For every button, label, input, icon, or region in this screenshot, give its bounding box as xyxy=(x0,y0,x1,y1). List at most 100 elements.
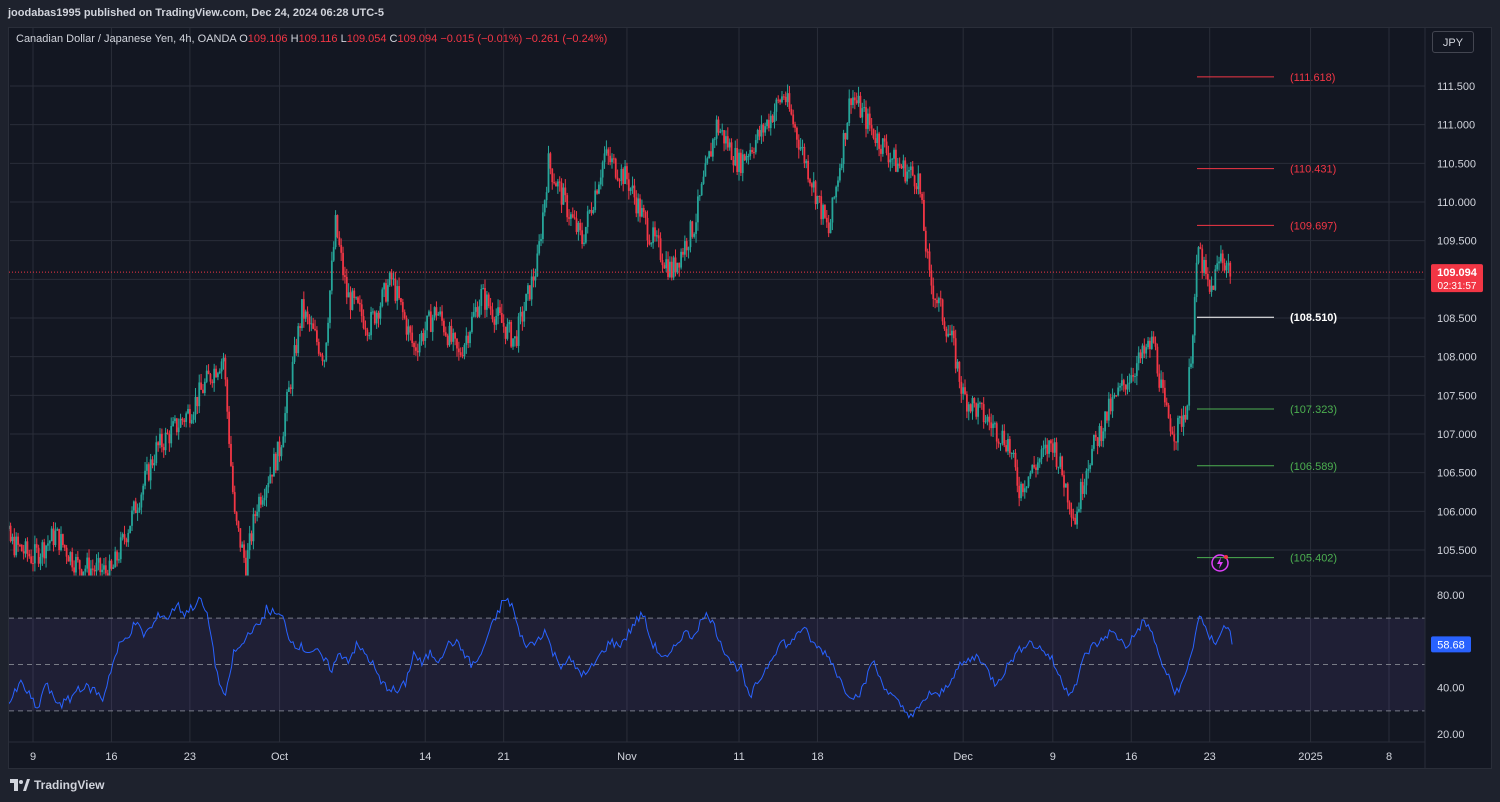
candle-body xyxy=(344,275,346,277)
candle-body xyxy=(245,557,247,576)
candle-body xyxy=(155,442,158,464)
candle-body xyxy=(1083,485,1086,494)
candle-body xyxy=(398,286,400,299)
candle-body xyxy=(76,556,79,561)
candle-body xyxy=(751,149,753,153)
time-tick-label: Dec xyxy=(953,751,973,763)
candle-body xyxy=(528,285,531,300)
candle-body xyxy=(902,160,905,169)
candle-body xyxy=(682,251,684,255)
candle-body xyxy=(937,298,940,304)
price-tick-label: 111.000 xyxy=(1437,120,1475,132)
candle-body xyxy=(1221,253,1224,263)
candle-body xyxy=(329,290,331,323)
candle-body xyxy=(1113,395,1116,397)
candle-body xyxy=(91,568,94,570)
candle-body xyxy=(609,155,612,163)
candle-body xyxy=(1212,285,1215,290)
rsi-line xyxy=(9,596,1233,719)
candle-body xyxy=(633,185,636,198)
price-tick-label: 105.500 xyxy=(1437,545,1477,557)
candle-body xyxy=(39,557,42,564)
price-tick-label: 106.500 xyxy=(1437,468,1477,480)
candle-body xyxy=(1177,417,1179,443)
price-tick-label: 108.500 xyxy=(1437,313,1477,325)
candle-body xyxy=(304,311,307,319)
candle-body xyxy=(683,241,686,255)
candle-body xyxy=(1003,430,1006,446)
candle-body xyxy=(852,97,854,105)
candle-body xyxy=(230,443,232,466)
time-axis: 9 16 23 Oct 14 21 Nov 11 18 Dec 9 16 23 2025 8 xyxy=(30,751,1392,763)
candle-body xyxy=(921,193,923,200)
candle-body xyxy=(129,525,132,533)
candle-body xyxy=(467,335,470,344)
candle-body xyxy=(818,196,821,198)
candle-body xyxy=(160,433,163,448)
tradingview-logo[interactable]: TradingView xyxy=(10,778,104,792)
candle-body xyxy=(377,312,380,319)
candle-body xyxy=(200,382,202,390)
candle-body xyxy=(941,299,944,322)
currency-button[interactable]: JPY xyxy=(1432,31,1474,53)
candle-body xyxy=(502,322,505,327)
candle-body xyxy=(1001,430,1004,444)
candle-body xyxy=(1143,345,1146,354)
candle-body xyxy=(22,551,25,554)
candle-body xyxy=(476,307,479,317)
candle-body xyxy=(1199,247,1202,249)
candle-body xyxy=(179,418,182,428)
candle-body xyxy=(80,569,83,576)
candle-body xyxy=(4,534,6,537)
candle-body xyxy=(792,114,795,125)
candle-body xyxy=(43,542,46,559)
candle-body xyxy=(777,99,780,101)
candle-body xyxy=(308,316,311,325)
candle-body xyxy=(674,257,677,273)
candle-body xyxy=(1135,363,1138,377)
lightning-icon[interactable] xyxy=(1211,554,1229,572)
candle-body xyxy=(872,128,875,139)
candle-body xyxy=(345,276,348,298)
candle-body xyxy=(1068,502,1071,509)
candle-body xyxy=(106,573,109,576)
candle-body xyxy=(781,96,783,103)
close-value: 109.094 xyxy=(397,33,438,45)
candle-body xyxy=(1210,285,1213,292)
candle-body xyxy=(831,197,834,223)
time-tick-label: 23 xyxy=(184,751,196,763)
candle-body xyxy=(965,394,968,412)
candle-body xyxy=(1149,340,1151,349)
candle-body xyxy=(698,195,701,197)
rsi-layer xyxy=(9,596,1233,719)
time-tick-label: Nov xyxy=(617,751,637,763)
candle-body xyxy=(1186,405,1189,420)
candle-body xyxy=(2,531,4,534)
candle-body xyxy=(136,510,139,514)
candle-body xyxy=(861,108,864,118)
candle-body xyxy=(461,355,464,357)
candle-body xyxy=(1061,456,1064,476)
candle-body xyxy=(928,251,931,271)
fib-level-label: (105.402) xyxy=(1290,553,1337,565)
candle-body xyxy=(1109,398,1112,412)
candle-body xyxy=(1091,448,1093,466)
rsi-band-fill xyxy=(9,618,1425,711)
candle-body xyxy=(484,288,486,310)
candle-body xyxy=(1137,352,1140,364)
candle-body xyxy=(807,160,810,180)
candle-body xyxy=(945,328,948,337)
candle-body xyxy=(926,251,929,253)
candle-body xyxy=(702,176,705,184)
candle-body xyxy=(693,233,696,237)
candle-body xyxy=(301,299,303,329)
candle-body xyxy=(1214,269,1217,290)
candle-body xyxy=(211,381,214,384)
candle-body xyxy=(564,187,567,196)
candle-body xyxy=(1063,475,1065,488)
price-tick-label: 110.000 xyxy=(1437,197,1476,209)
candle-body xyxy=(1035,467,1037,471)
candle-body xyxy=(934,298,937,301)
price-grid xyxy=(10,28,1425,742)
